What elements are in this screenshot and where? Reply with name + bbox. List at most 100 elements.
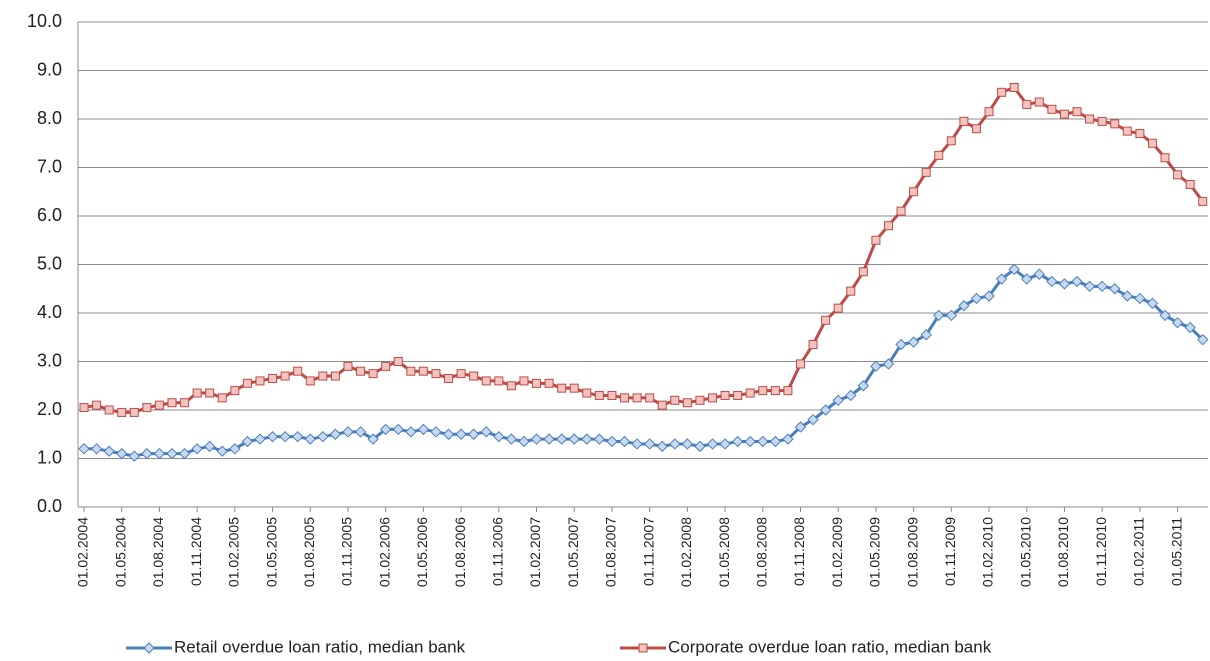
data-point: [544, 378, 554, 388]
y-tick-label: 10.0: [27, 11, 62, 31]
x-tick-label: 01.05.2008: [716, 517, 732, 587]
data-point: [794, 421, 807, 433]
data-point: [430, 426, 442, 438]
x-tick-label: 01.05.2007: [565, 517, 581, 587]
data-point: [657, 400, 667, 410]
data-point: [555, 433, 568, 445]
data-point: [1160, 153, 1170, 163]
data-point: [846, 286, 856, 296]
data-point: [268, 373, 278, 383]
data-point: [280, 371, 290, 381]
data-point: [708, 393, 717, 403]
data-point: [821, 315, 831, 325]
data-point: [467, 428, 480, 440]
data-point: [291, 430, 304, 443]
data-point: [343, 361, 353, 371]
data-point: [971, 124, 981, 134]
data-point: [456, 369, 466, 379]
x-tick-label: 01.08.2010: [1055, 517, 1071, 587]
data-point: [669, 438, 681, 450]
data-point: [769, 435, 782, 448]
x-tick-label: 01.02.2008: [678, 517, 694, 587]
data-point: [406, 366, 416, 376]
data-point: [795, 359, 805, 369]
data-point: [882, 358, 895, 370]
data-point: [1021, 273, 1033, 285]
x-tick-label: 01.02.2006: [376, 517, 392, 587]
data-point: [519, 376, 529, 386]
x-tick-label: 01.11.2006: [490, 517, 506, 586]
data-point: [1146, 297, 1159, 310]
data-point: [205, 388, 215, 398]
data-point: [418, 366, 428, 376]
x-tick-label: 01.11.2010: [1093, 517, 1109, 586]
data-point: [620, 393, 630, 403]
data-point: [90, 443, 103, 455]
data-point: [745, 388, 755, 398]
data-point: [582, 388, 592, 398]
data-point: [1008, 263, 1020, 276]
data-point: [392, 423, 404, 436]
data-point: [857, 380, 870, 392]
data-point: [203, 440, 216, 453]
data-point: [141, 447, 153, 460]
data-point: [832, 394, 844, 407]
data-point: [367, 433, 379, 445]
data-point: [997, 87, 1007, 97]
x-tick-label: 01.05.2006: [414, 517, 430, 587]
data-point: [1047, 104, 1057, 114]
y-tick-label: 8.0: [37, 108, 62, 128]
data-point: [393, 357, 403, 366]
data-point: [593, 433, 606, 445]
data-point: [1198, 196, 1208, 206]
y-tick-label: 4.0: [37, 302, 62, 322]
data-point: [883, 221, 893, 231]
data-point: [568, 433, 580, 445]
data-point: [845, 389, 857, 402]
data-point: [1059, 109, 1069, 119]
x-tick-label: 01.02.2007: [527, 517, 543, 587]
data-point: [1122, 126, 1132, 136]
data-point: [128, 450, 140, 462]
data-point: [895, 338, 907, 351]
data-point: [782, 433, 794, 445]
x-tick-label: 01.02.2005: [226, 517, 242, 587]
data-point: [896, 206, 906, 216]
data-point: [958, 300, 970, 312]
data-point: [505, 433, 518, 445]
legend-label: Corporate overdue loan ratio, median ban…: [668, 637, 992, 656]
data-point: [819, 404, 832, 416]
data-point: [1009, 82, 1019, 92]
data-point: [744, 435, 756, 448]
data-point: [1197, 333, 1209, 346]
data-point: [1022, 99, 1032, 109]
x-tick-label: 01.11.2007: [640, 517, 656, 586]
y-tick-label: 5.0: [37, 253, 62, 273]
x-tick-label: 01.11.2009: [942, 517, 958, 586]
series-line: [84, 267, 1204, 458]
x-tick-label: 01.11.2008: [791, 517, 807, 586]
legend-label: Retail overdue loan ratio, median bank: [174, 637, 466, 656]
data-point: [1034, 97, 1044, 107]
y-tick-label: 9.0: [37, 59, 62, 79]
data-point: [557, 383, 567, 393]
x-tick-label: 01.05.2010: [1017, 517, 1033, 587]
data-point: [217, 393, 227, 403]
data-point: [808, 340, 818, 350]
data-point: [581, 433, 593, 445]
data-point: [104, 405, 114, 415]
data-point: [681, 438, 694, 450]
data-point: [720, 390, 730, 400]
data-point: [356, 366, 366, 376]
data-point: [318, 371, 328, 381]
data-point: [229, 443, 241, 455]
data-point: [1071, 275, 1083, 288]
data-point: [607, 390, 617, 400]
data-point: [381, 361, 391, 371]
data-point: [266, 430, 279, 443]
y-tick-label: 2.0: [37, 399, 62, 419]
data-point: [594, 390, 604, 400]
data-point: [532, 378, 542, 388]
y-tick-label: 7.0: [37, 156, 62, 176]
legend-marker: [143, 642, 155, 654]
